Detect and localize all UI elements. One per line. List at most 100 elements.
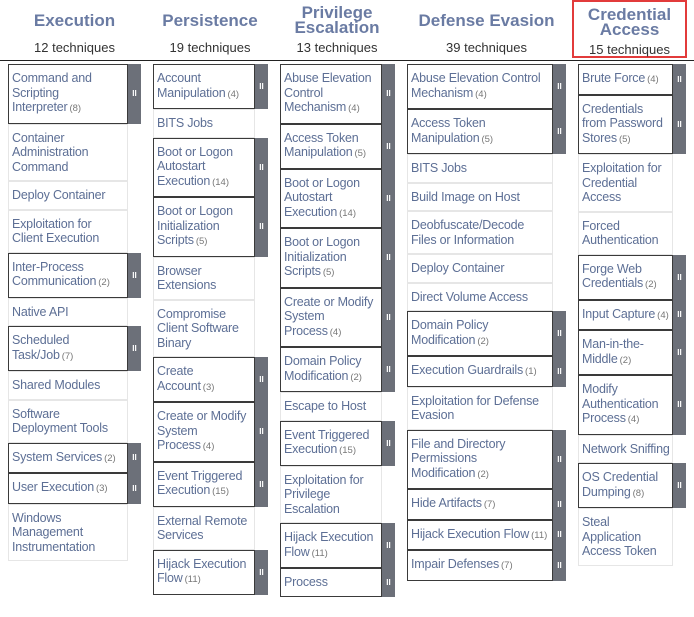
expand-subtechniques-handle[interactable]: II bbox=[382, 523, 395, 568]
technique-name[interactable]: Forced Authentication bbox=[578, 211, 673, 255]
expand-subtechniques-handle[interactable]: II bbox=[382, 420, 395, 466]
expand-subtechniques-handle[interactable]: II bbox=[382, 568, 395, 597]
technique-name[interactable]: Compromise Client Software Binary bbox=[153, 299, 255, 357]
technique-cell[interactable]: Compromise Client Software Binary bbox=[153, 299, 268, 357]
technique-cell[interactable]: Escape to Host bbox=[280, 392, 395, 421]
expand-subtechniques-handle[interactable]: II bbox=[255, 549, 268, 595]
technique-name[interactable]: External Remote Services bbox=[153, 506, 255, 550]
tactic-title[interactable]: Persistence bbox=[162, 10, 258, 30]
technique-cell[interactable]: Forced Authentication bbox=[578, 211, 686, 255]
technique-name[interactable]: Create or Modify System Process (4) bbox=[280, 287, 382, 347]
technique-name[interactable]: Shared Modules bbox=[8, 371, 128, 400]
technique-name[interactable]: Create or Modify System Process (4) bbox=[153, 402, 255, 462]
technique-cell[interactable]: OS Credential Dumping (8) II bbox=[578, 463, 686, 508]
technique-cell[interactable]: Boot or Logon Initialization Scripts (5) I… bbox=[280, 228, 395, 288]
technique-name[interactable]: Deobfuscate/Decode Files or Information bbox=[407, 211, 553, 254]
expand-subtechniques-handle[interactable]: II bbox=[553, 519, 566, 550]
expand-subtechniques-handle[interactable]: II bbox=[128, 252, 141, 298]
expand-subtechniques-handle[interactable]: II bbox=[382, 64, 395, 124]
technique-name[interactable]: BITS Jobs bbox=[407, 154, 553, 183]
expand-subtechniques-handle[interactable]: II bbox=[128, 326, 141, 371]
technique-cell[interactable]: Scheduled Task/Job (7) II bbox=[8, 326, 141, 371]
technique-name[interactable]: Process bbox=[280, 568, 382, 597]
expand-subtechniques-handle[interactable]: II bbox=[382, 168, 395, 228]
technique-cell[interactable]: Deobfuscate/Decode Files or Information bbox=[407, 211, 566, 254]
technique-cell[interactable]: Container Administration Command bbox=[8, 123, 141, 181]
technique-cell[interactable]: Exploitation for Defense Evasion bbox=[407, 386, 566, 430]
technique-cell[interactable]: Brute Force (4) II bbox=[578, 64, 686, 95]
expand-subtechniques-handle[interactable]: II bbox=[255, 461, 268, 507]
technique-name[interactable]: Direct Volume Access bbox=[407, 282, 553, 311]
technique-name[interactable]: Abuse Elevation Control Mechanism (4) bbox=[407, 64, 553, 109]
technique-cell[interactable]: Man-in-the-Middle (2) II bbox=[578, 330, 686, 375]
technique-cell[interactable]: Exploitation for Credential Access bbox=[578, 154, 686, 212]
technique-name[interactable]: Windows Management Instrumentation bbox=[8, 503, 128, 561]
technique-cell[interactable]: Shared Modules bbox=[8, 371, 141, 400]
technique-name[interactable]: Event Triggered Execution (15) bbox=[153, 461, 255, 507]
technique-name[interactable]: Boot or Logon Initialization Scripts (5) bbox=[280, 228, 382, 288]
technique-name[interactable]: BITS Jobs bbox=[153, 109, 255, 138]
expand-subtechniques-handle[interactable]: II bbox=[128, 64, 141, 124]
expand-subtechniques-handle[interactable]: II bbox=[255, 402, 268, 462]
technique-name[interactable]: Event Triggered Execution (15) bbox=[280, 420, 382, 466]
technique-cell[interactable]: Software Deployment Tools bbox=[8, 399, 141, 443]
expand-subtechniques-handle[interactable]: II bbox=[553, 64, 566, 109]
technique-name[interactable]: System Services (2) bbox=[8, 442, 128, 473]
technique-name[interactable]: Create Account (3) bbox=[153, 357, 255, 402]
technique-cell[interactable]: Exploitation for Client Execution bbox=[8, 209, 141, 253]
technique-name[interactable]: Brute Force (4) bbox=[578, 64, 673, 95]
technique-cell[interactable]: Access Token Manipulation (5) II bbox=[407, 109, 566, 154]
expand-subtechniques-handle[interactable]: II bbox=[553, 356, 566, 387]
technique-cell[interactable]: Direct Volume Access bbox=[407, 282, 566, 311]
technique-cell[interactable]: User Execution (3) II bbox=[8, 473, 141, 504]
technique-name[interactable]: Exploitation for Privilege Escalation bbox=[280, 465, 382, 523]
tactic-title[interactable]: Execution bbox=[33, 10, 116, 30]
technique-cell[interactable]: Credentials from Password Stores (5) II bbox=[578, 94, 686, 154]
technique-cell[interactable]: Hijack Execution Flow (11) II bbox=[280, 523, 395, 568]
technique-name[interactable]: Input Capture (4) bbox=[578, 299, 673, 330]
expand-subtechniques-handle[interactable]: II bbox=[553, 311, 566, 356]
expand-subtechniques-handle[interactable]: II bbox=[553, 429, 566, 489]
technique-name[interactable]: Hide Artifacts (7) bbox=[407, 489, 553, 520]
tactic-title[interactable]: Credential Access bbox=[587, 5, 672, 39]
technique-cell[interactable]: BITS Jobs bbox=[407, 154, 566, 183]
technique-name[interactable]: Build Image on Host bbox=[407, 182, 553, 211]
technique-name[interactable]: Software Deployment Tools bbox=[8, 399, 128, 443]
expand-subtechniques-handle[interactable]: II bbox=[673, 299, 686, 330]
technique-cell[interactable]: Create Account (3) II bbox=[153, 357, 268, 402]
technique-cell[interactable]: Event Triggered Execution (15) II bbox=[153, 461, 268, 507]
technique-cell[interactable]: Hide Artifacts (7) II bbox=[407, 489, 566, 520]
technique-name[interactable]: Boot or Logon Autostart Execution (14) bbox=[280, 168, 382, 228]
tactic-header-execution[interactable]: Execution 12 techniques bbox=[8, 0, 141, 58]
expand-subtechniques-handle[interactable]: II bbox=[255, 137, 268, 197]
technique-cell[interactable]: External Remote Services bbox=[153, 506, 268, 550]
expand-subtechniques-handle[interactable]: II bbox=[673, 330, 686, 375]
technique-cell[interactable]: Account Manipulation (4) II bbox=[153, 64, 268, 109]
expand-subtechniques-handle[interactable]: II bbox=[382, 123, 395, 169]
technique-name[interactable]: Credentials from Password Stores (5) bbox=[578, 94, 673, 154]
tactic-title[interactable]: Privilege Escalation bbox=[294, 3, 380, 37]
technique-cell[interactable]: Domain Policy Modification (2) II bbox=[280, 347, 395, 392]
expand-subtechniques-handle[interactable]: II bbox=[673, 64, 686, 95]
technique-cell[interactable]: Hijack Execution Flow (11) II bbox=[407, 519, 566, 550]
technique-name[interactable]: Browser Extensions bbox=[153, 256, 255, 300]
technique-name[interactable]: Container Administration Command bbox=[8, 123, 128, 181]
technique-cell[interactable]: Domain Policy Modification (2) II bbox=[407, 311, 566, 356]
technique-name[interactable]: Impair Defenses (7) bbox=[407, 550, 553, 581]
technique-name[interactable]: Boot or Logon Autostart Execution (14) bbox=[153, 137, 255, 197]
technique-cell[interactable]: Command and Scripting Interpreter (8) II bbox=[8, 64, 141, 124]
expand-subtechniques-handle[interactable]: II bbox=[382, 287, 395, 347]
technique-name[interactable]: Network Sniffing bbox=[578, 434, 673, 463]
technique-name[interactable]: Domain Policy Modification (2) bbox=[280, 347, 382, 392]
technique-name[interactable]: File and Directory Permissions Modificat… bbox=[407, 429, 553, 489]
technique-name[interactable]: Hijack Execution Flow (11) bbox=[407, 519, 553, 550]
technique-cell[interactable]: File and Directory Permissions Modificat… bbox=[407, 429, 566, 489]
technique-cell[interactable]: Input Capture (4) II bbox=[578, 299, 686, 330]
technique-cell[interactable]: Modify Authentication Process (4) II bbox=[578, 375, 686, 435]
technique-name[interactable]: OS Credential Dumping (8) bbox=[578, 463, 673, 508]
tactic-header-persistence[interactable]: Persistence 19 techniques bbox=[146, 0, 274, 58]
technique-cell[interactable]: Native API bbox=[8, 297, 141, 326]
technique-cell[interactable]: Process II bbox=[280, 568, 395, 597]
technique-name[interactable]: Scheduled Task/Job (7) bbox=[8, 326, 128, 371]
technique-cell[interactable]: Steal Application Access Token bbox=[578, 508, 686, 566]
